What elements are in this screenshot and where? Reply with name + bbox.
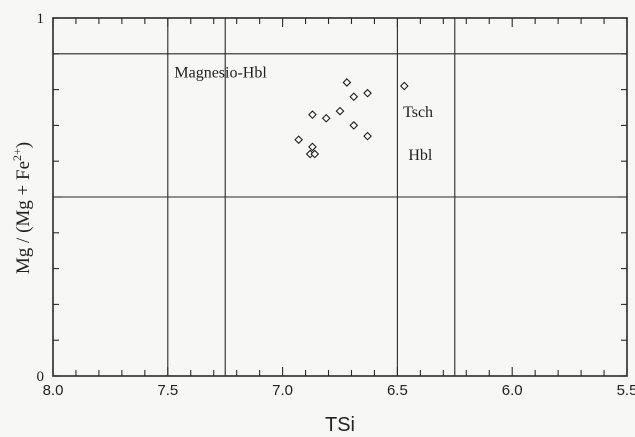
data-point-diamond — [349, 121, 359, 130]
x-tick-label: 7.5 — [157, 382, 178, 399]
y-tick-label: 0 — [37, 369, 45, 385]
x-axis-label: TSi — [325, 414, 355, 436]
data-point-diamond — [363, 88, 372, 98]
y-axis-label-main: Mg / (Mg + Fe — [13, 161, 34, 274]
data-point-diamond — [363, 131, 372, 141]
field-label: Hbl — [408, 147, 433, 164]
data-point-diamond — [310, 149, 320, 159]
y-axis-label-close: ) — [13, 142, 34, 148]
x-tick-label: 6.0 — [502, 382, 523, 399]
data-point-diamond — [321, 113, 331, 123]
data-point-diamond — [294, 135, 304, 145]
y-axis-label: Mg / (Mg + Fe2+) — [10, 142, 34, 274]
data-point-diamond — [335, 106, 345, 116]
x-tick-label: 8.0 — [43, 382, 64, 399]
data-point-diamond — [308, 142, 317, 152]
field-label: Tsch — [403, 104, 433, 121]
field-label: Magnesio-Hbl — [174, 65, 267, 82]
data-point-diamond — [342, 78, 352, 87]
y-axis-label-superscript: 2+ — [10, 148, 24, 161]
x-tick-label: 6.5 — [387, 382, 408, 399]
field-boundaries — [53, 18, 627, 376]
x-tick-label: 5.5 — [617, 382, 635, 399]
axes-layer: 8.0 7.5 7.0 6.5 6.0 5.5 0 1 — [37, 11, 635, 399]
x-tick-label: 7.0 — [272, 382, 293, 399]
data-point-diamond — [399, 81, 409, 91]
data-point-diamond — [308, 110, 317, 120]
field-labels: Magnesio-Hbl Tsch Hbl — [174, 65, 433, 164]
y-tick-label: 1 — [37, 11, 45, 27]
data-point-diamond — [349, 92, 359, 102]
data-points — [294, 78, 409, 159]
